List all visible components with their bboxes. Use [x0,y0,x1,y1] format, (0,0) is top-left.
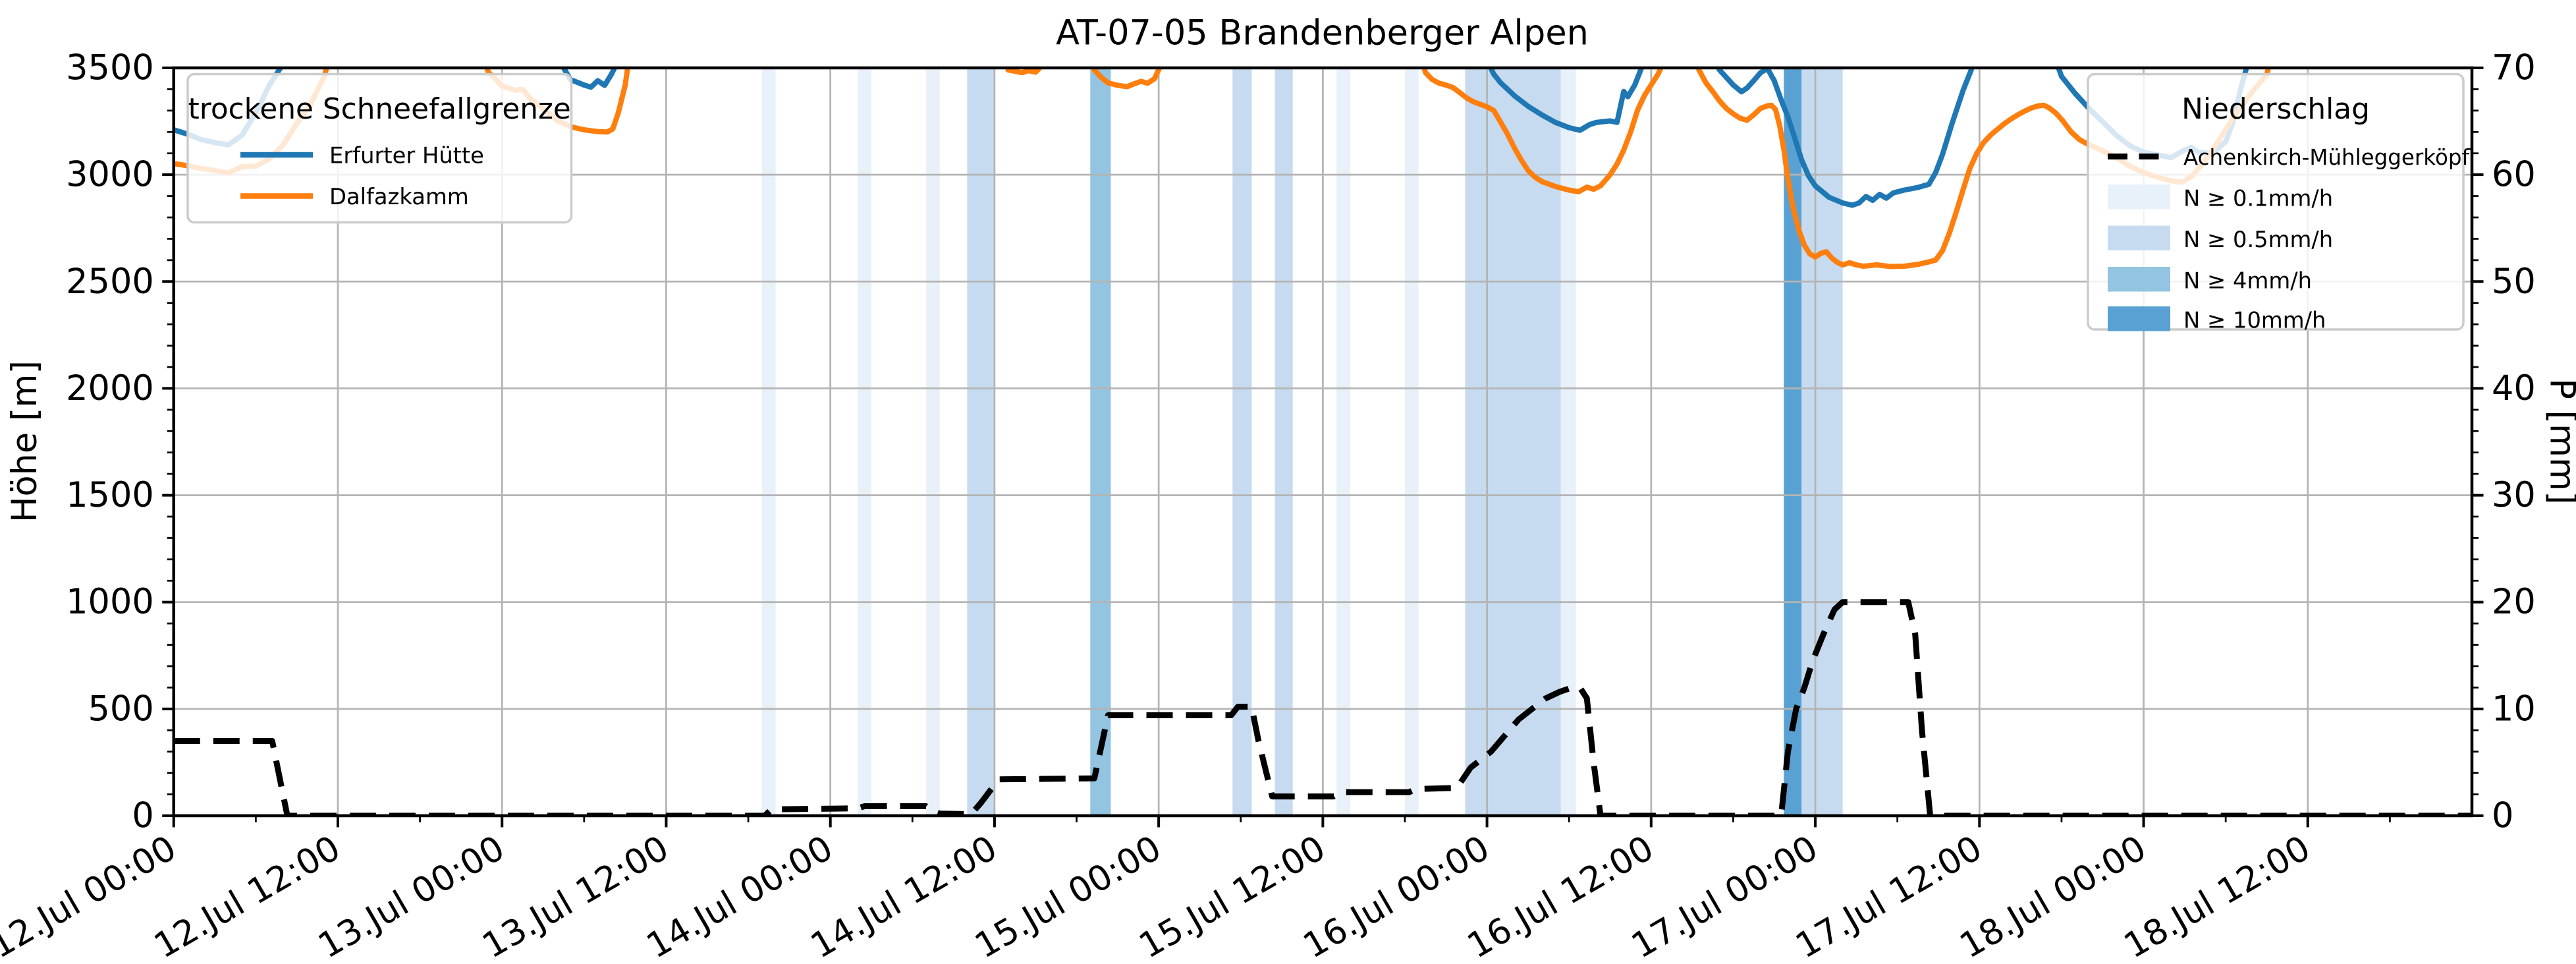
y-left-tick-label: 2000 [66,368,154,409]
x-tick-label: 13.Jul 00:00 [312,828,511,964]
x-tick-label: 14.Jul 12:00 [804,828,1004,964]
precip-band-n0.5 [1274,68,1293,816]
y-right-tick-label: 30 [2492,475,2536,515]
legend-label-dalfazkamm: Dalfazkamm [329,184,469,210]
y-left-tick-label: 3500 [66,48,154,88]
legend-snowline-box [186,72,573,224]
precip-band-n0.1 [858,68,871,816]
precip-band-n0.1 [1336,68,1350,816]
precip-band-n0.5 [967,68,995,816]
x-tick-label: 14.Jul 00:00 [640,828,840,964]
precip-band-layer [761,68,1843,816]
legend-precip-title: Niederschlag [2181,92,2370,126]
precip-band-n0.1 [761,68,776,816]
x-tick-label: 15.Jul 12:00 [1132,828,1332,964]
precip-band-n0.5 [1465,68,1561,816]
legend-snowline-title: trockene Schneefallgrenze [188,92,571,126]
y-left-tick-label: 1000 [66,582,154,622]
y-left-tick-label: 0 [132,796,153,836]
y-right-tick-label: 20 [2492,582,2536,622]
y-right-axis-label: P [mm] [2542,378,2576,505]
legend-swatch-n05 [2108,225,2170,250]
legend-snowline: trockene Schneefallgrenze Erfurter Hütte… [186,72,573,224]
legend-label-n01: N ≥ 0.1mm/h [2183,186,2333,212]
precip-band-n0.5 [1232,68,1252,816]
precip-band-n4 [1090,68,1111,816]
x-tick-label: 15.Jul 00:00 [968,828,1168,964]
x-tick-label: 16.Jul 00:00 [1296,828,1496,964]
precip-band-n0.5 [1801,68,1843,816]
precip-band-n0.1 [1560,68,1576,816]
precip-band-n0.1 [1405,68,1419,816]
y-left-tick-label: 500 [88,689,154,729]
legend-precip: Niederschlag Achenkirch-Mühleggerköpfl N… [2087,72,2475,333]
legend-label-n10: N ≥ 10mm/h [2183,308,2326,333]
legend-swatch-n10 [2108,306,2170,331]
chart-title: AT-07-05 Brandenberger Alpen [1056,13,1589,53]
series-line-achenkirch-m-hleggerk-pfl [173,599,2472,816]
y-right-tick-label: 70 [2492,48,2536,88]
series-line-dalfazkamm [173,67,2272,269]
x-tick-label: 18.Jul 00:00 [1953,828,2152,964]
precip-band-n0.1 [926,68,940,816]
legend-label-n05: N ≥ 0.5mm/h [2183,227,2333,252]
legend-label-erfurter-huette: Erfurter Hütte [329,142,484,168]
y-right-tick-label: 60 [2492,155,2536,195]
x-tick-label: 17.Jul 12:00 [1789,828,1988,964]
y-left-tick-label: 3000 [66,155,154,195]
legend-precip-box [2087,72,2465,331]
y-left-tick-label: 2500 [66,262,154,302]
y-right-tick-label: 40 [2492,368,2536,409]
x-tick-label: 16.Jul 12:00 [1461,828,1660,964]
y-right-tick-label: 10 [2492,689,2536,729]
y-right-tick-label: 50 [2492,262,2536,302]
x-tick-label: 12.Jul 12:00 [148,828,347,964]
x-tick-label: 17.Jul 00:00 [1625,828,1824,964]
plot-border [172,66,2474,818]
legend-swatch-n4 [2108,267,2170,292]
legend-label-achenkirch: Achenkirch-Mühleggerköpfl [2183,145,2475,170]
y-left-axis-label: Höhe [m] [5,360,45,523]
legend-swatch-n01 [2108,184,2170,210]
legend-label-n4: N ≥ 4mm/h [2183,268,2312,294]
x-tick-label: 18.Jul 12:00 [2118,828,2317,964]
x-tick-label: 13.Jul 12:00 [476,828,675,964]
y-right-tick-label: 0 [2492,796,2513,836]
y-left-tick-label: 1500 [66,475,154,515]
